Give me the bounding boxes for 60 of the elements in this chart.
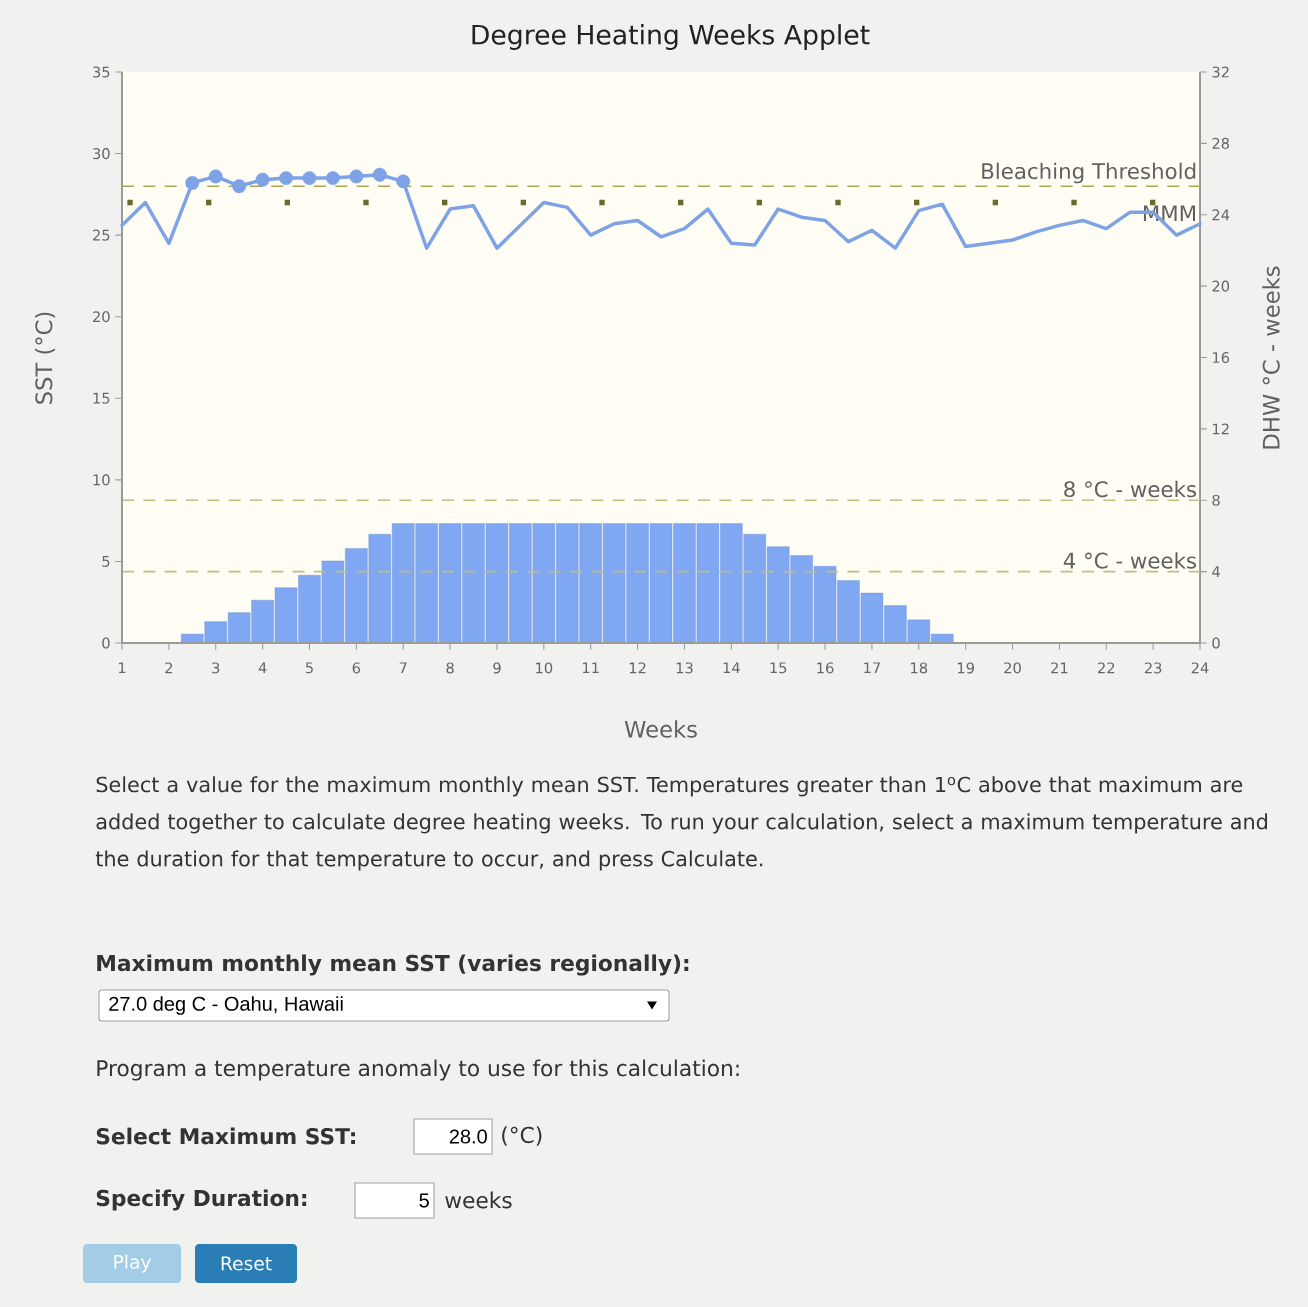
- x-tick-label: 17: [864, 662, 880, 674]
- text: Play: [114, 1254, 151, 1273]
- y-tick-label: 5: [102, 555, 110, 567]
- y2-tick-label: 16: [1213, 351, 1230, 364]
- text: Maximum monthly mean SST (varies regionally):: [97, 954, 689, 976]
- x-tick-label: 19: [957, 662, 974, 674]
- chart-title: Degree Heating Weeks Applet: [472, 24, 870, 50]
- x-tick-label: 15: [770, 662, 787, 674]
- text: 27.0 deg C - Oahu, Hawaii: [109, 996, 343, 1015]
- x-tick-label: 10: [536, 662, 553, 674]
- y-tick-label: 15: [93, 392, 110, 404]
- x-tick-label: 13: [676, 662, 693, 674]
- x-tick-label: 2: [165, 662, 173, 674]
- y2-tick-label: 8: [1212, 494, 1220, 506]
- x-tick-label: 24: [1191, 662, 1209, 674]
- text: Program a temperature anomaly to use for this calculation:: [97, 1059, 739, 1081]
- x-tick-label: 5: [305, 662, 313, 674]
- x-tick-label: 20: [1004, 662, 1021, 674]
- text: (°C): [502, 1126, 542, 1146]
- ref-line-label: 4 °C - weeks: [1063, 552, 1197, 569]
- x-tick-label: 12: [629, 662, 646, 674]
- ref-line-label: 8 °C - weeks: [1064, 480, 1197, 498]
- text: 5: [419, 1193, 429, 1208]
- y2-tick-label: 20: [1212, 280, 1230, 292]
- x-tick-label: 21: [1051, 662, 1068, 674]
- y2-tick-label: 0: [1212, 637, 1220, 649]
- y-tick-label: 30: [93, 148, 110, 160]
- x-tick-label: 14: [723, 662, 740, 674]
- y-tick-label: 0: [102, 637, 110, 649]
- x-tick-label: 11: [582, 662, 599, 674]
- y2-tick-label: 32: [1212, 66, 1229, 78]
- y-tick-label: 35: [93, 66, 110, 78]
- ref-line-label: Bleaching Threshold: [982, 162, 1196, 184]
- y2-tick-label: 24: [1212, 209, 1230, 221]
- x-tick-label: 18: [911, 662, 928, 674]
- y2-tick-label: 28: [1212, 137, 1230, 149]
- text: Select a value for the maximum monthly mean SST. Temperatures greater than 1$^{o}$C above that maximum are added together to calculate degree heating weeks. To run your calculation, select a maximum temperature and the duration for that temperature to occur, and press Calculate.: [95, 776, 1267, 871]
- x-tick-label: 6: [352, 662, 361, 674]
- text: 28.0: [449, 1129, 487, 1144]
- x-tick-label: 3: [212, 662, 220, 674]
- x-tick-label: 16: [817, 662, 834, 674]
- x-tick-label: 7: [399, 662, 407, 674]
- y2-axis-title: DHW °C - weeks: [1262, 266, 1280, 449]
- x-axis-title: Weeks: [624, 720, 697, 738]
- y-axis-title: SST (°C): [34, 312, 56, 404]
- x-tick-label: 22: [1098, 662, 1115, 674]
- y2-tick-label: 4: [1212, 566, 1220, 577]
- y2-tick-label: 12: [1213, 423, 1229, 435]
- x-tick-label: 1: [118, 662, 126, 674]
- y-tick-label: 20: [93, 311, 110, 323]
- text: Specify Duration:: [96, 1189, 307, 1211]
- text: Reset: [221, 1256, 272, 1271]
- x-tick-label: 23: [1144, 662, 1162, 674]
- text: weeks: [445, 1191, 512, 1209]
- text: Select Maximum SST:: [96, 1127, 355, 1145]
- x-tick-label: 9: [493, 662, 501, 674]
- y-tick-label: 25: [93, 229, 110, 241]
- x-tick-label: 4: [258, 662, 267, 674]
- y-tick-label: 10: [93, 474, 110, 486]
- x-tick-label: 8: [446, 662, 454, 674]
